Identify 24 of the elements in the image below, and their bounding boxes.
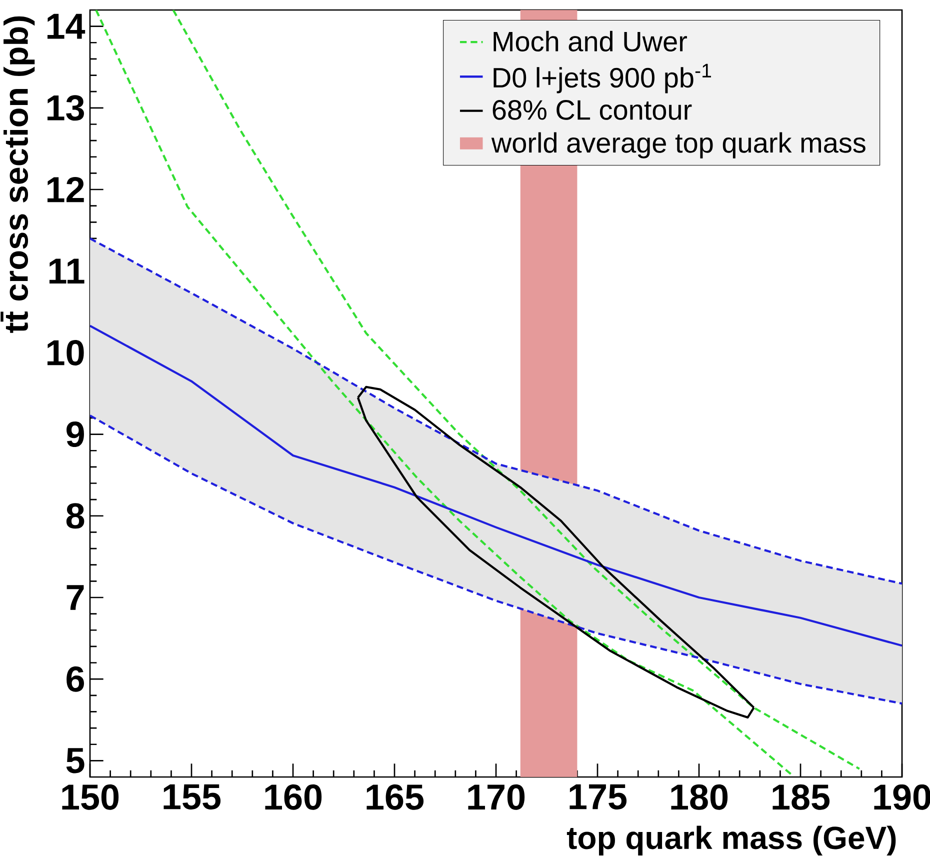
- y-tick-label: 13: [48, 95, 84, 121]
- x-tick-label: 160: [265, 784, 322, 810]
- x-tick-label: 170: [468, 784, 525, 810]
- y-tick-label: 12: [48, 176, 84, 202]
- y-tick-label: 11: [49, 258, 84, 284]
- y-tick-label: 14: [48, 14, 86, 39]
- x-tick-label: 185: [772, 784, 830, 810]
- band-label: world average top quark mass: [491, 132, 866, 158]
- y-axis-title: tt̄ cross section (pb): [0, 16, 35, 333]
- y-tick-label: 5: [66, 748, 84, 774]
- x-axis-title: top quark mass (GeV): [566, 826, 896, 856]
- legend-label: Moch and Uwer: [494, 30, 687, 52]
- y-tick-label: 7: [66, 585, 84, 610]
- y-tick-label: 9: [66, 422, 84, 448]
- x-tick-label: 180: [671, 784, 728, 810]
- legend-label: 68% CL contour: [492, 100, 692, 120]
- x-tick-label: 165: [366, 784, 424, 810]
- x-tick-label: 155: [164, 784, 221, 810]
- legend-label: D0 l+jets 900 pb$^{-1}$: [494, 64, 712, 94]
- x-tick-label: 175: [570, 784, 627, 810]
- y-tick-label: 8: [66, 503, 84, 529]
- y-tick-label: 10: [48, 340, 84, 366]
- x-tick-label: 150: [62, 784, 119, 810]
- y-tick-label: 6: [66, 666, 84, 692]
